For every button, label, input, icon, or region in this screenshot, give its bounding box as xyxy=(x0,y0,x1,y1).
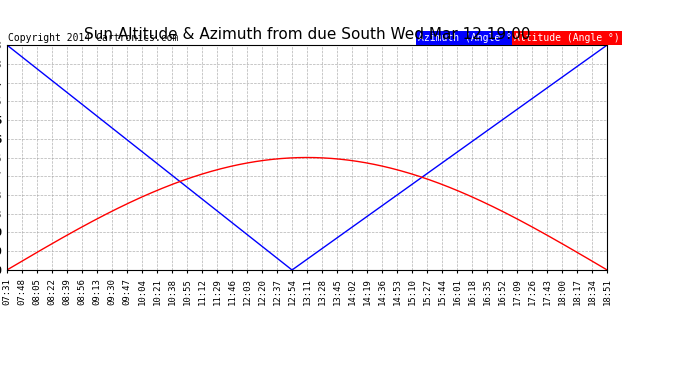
Text: Azimuth (Angle °): Azimuth (Angle °) xyxy=(418,33,518,43)
Title: Sun Altitude & Azimuth from due South Wed Mar 12 19:00: Sun Altitude & Azimuth from due South We… xyxy=(83,27,531,42)
Text: Copyright 2014 Cartronics.com: Copyright 2014 Cartronics.com xyxy=(8,33,179,43)
Text: Altitude (Angle °): Altitude (Angle °) xyxy=(514,33,620,43)
